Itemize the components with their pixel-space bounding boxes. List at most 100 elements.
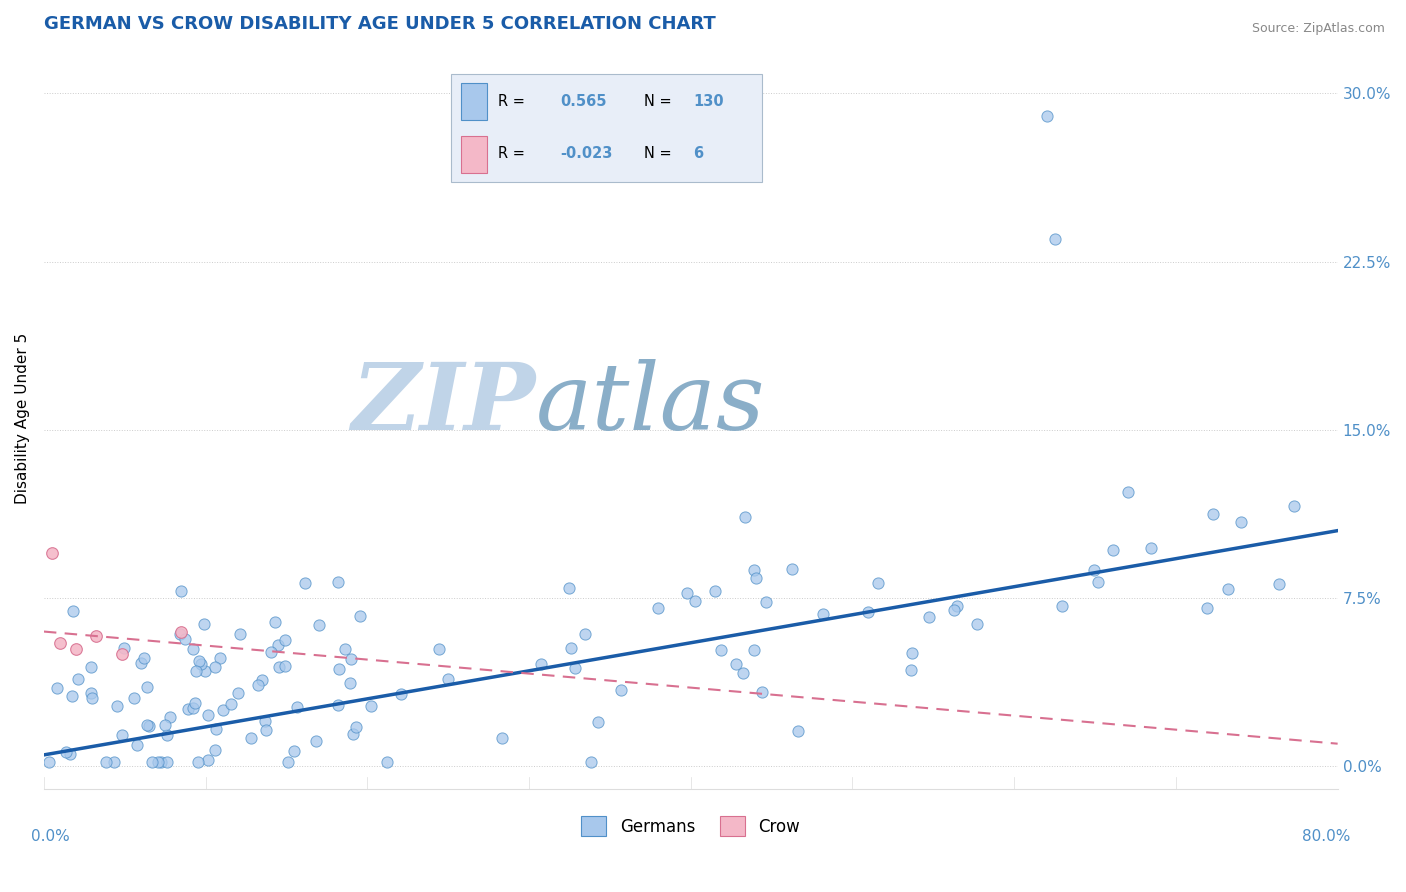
Text: 80.0%: 80.0%: [1302, 830, 1351, 844]
Point: [105, 698, 128, 713]
Point: [683, 594, 706, 608]
Point: [184, 697, 207, 711]
Point: [226, 686, 249, 700]
Point: [141, 755, 163, 769]
Point: [254, 714, 277, 728]
Point: [60, 690, 83, 704]
Point: [155, 718, 177, 732]
Point: [1116, 484, 1139, 499]
Point: [259, 645, 281, 659]
Point: [1087, 574, 1109, 589]
Point: [110, 647, 132, 661]
Point: [326, 574, 349, 589]
Point: [49, 636, 72, 650]
Point: [190, 657, 212, 672]
Point: [150, 755, 173, 769]
Point: [82, 690, 104, 705]
Point: [360, 698, 382, 713]
Point: [274, 658, 297, 673]
Point: [212, 702, 235, 716]
Point: [41, 546, 63, 560]
Point: [704, 583, 727, 598]
Point: [966, 617, 988, 632]
Point: [38, 755, 60, 769]
Point: [1195, 601, 1218, 615]
Point: [375, 755, 398, 769]
Point: [239, 731, 262, 745]
Point: [263, 615, 285, 629]
Point: [676, 585, 699, 599]
Point: [181, 701, 204, 715]
Point: [197, 708, 219, 723]
Point: [1282, 499, 1305, 513]
Point: [308, 618, 330, 632]
Point: [1083, 563, 1105, 577]
Point: [328, 698, 350, 713]
Point: [148, 755, 170, 769]
Point: [529, 657, 551, 671]
Point: [942, 603, 965, 617]
Point: [856, 605, 879, 619]
Point: [710, 643, 733, 657]
Text: atlas: atlas: [536, 359, 765, 449]
Point: [1101, 543, 1123, 558]
Point: [918, 610, 941, 624]
Point: [170, 583, 193, 598]
Point: [96, 755, 118, 769]
Point: [742, 643, 765, 657]
Point: [181, 642, 204, 657]
Text: GERMAN VS CROW DISABILITY AGE UNDER 5 CORRELATION CHART: GERMAN VS CROW DISABILITY AGE UNDER 5 CO…: [44, 15, 716, 33]
Point: [267, 638, 290, 652]
Point: [170, 624, 193, 639]
Point: [744, 571, 766, 585]
Point: [811, 607, 834, 622]
Point: [586, 715, 609, 730]
Point: [67, 673, 90, 687]
Point: [169, 626, 191, 640]
Point: [204, 743, 226, 757]
Point: [209, 651, 232, 665]
Point: [65, 642, 87, 657]
Point: [946, 599, 969, 613]
Point: [45, 681, 67, 695]
Point: [254, 723, 277, 737]
Point: [579, 755, 602, 769]
Point: [427, 641, 450, 656]
Point: [80, 685, 103, 699]
Point: [177, 702, 200, 716]
Point: [59, 747, 82, 761]
Point: [557, 581, 579, 595]
Point: [786, 724, 808, 739]
Point: [751, 685, 773, 699]
Point: [173, 632, 195, 647]
Point: [247, 678, 270, 692]
Text: Source: ZipAtlas.com: Source: ZipAtlas.com: [1251, 22, 1385, 36]
Point: [1216, 582, 1239, 597]
Point: [436, 672, 458, 686]
Point: [725, 657, 748, 671]
Point: [187, 755, 209, 769]
Point: [328, 662, 350, 676]
Point: [335, 641, 357, 656]
Text: 0.0%: 0.0%: [31, 830, 70, 844]
Y-axis label: Disability Age Under 5: Disability Age Under 5: [15, 333, 30, 504]
Point: [733, 665, 755, 680]
Point: [1229, 515, 1251, 529]
Point: [574, 627, 596, 641]
Point: [742, 563, 765, 577]
Point: [103, 755, 125, 769]
Point: [156, 728, 179, 742]
Point: [79, 660, 101, 674]
Point: [1050, 599, 1073, 614]
Point: [389, 687, 412, 701]
Point: [340, 652, 363, 666]
Point: [901, 647, 924, 661]
Point: [219, 697, 242, 711]
Text: ZIP: ZIP: [352, 359, 536, 449]
Point: [194, 664, 217, 678]
Point: [62, 604, 84, 618]
Point: [55, 746, 77, 760]
Point: [564, 661, 586, 675]
Point: [111, 728, 134, 742]
Point: [1140, 541, 1163, 555]
